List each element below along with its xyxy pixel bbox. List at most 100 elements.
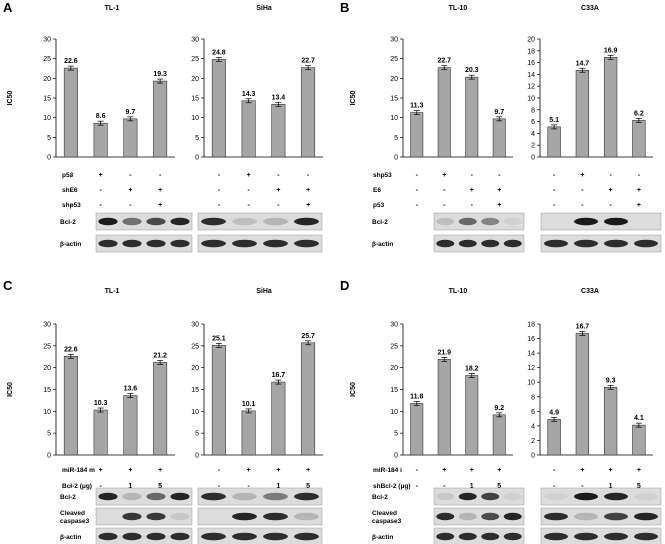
data-label: 6.2 (634, 110, 644, 117)
y-tick-label: 0 (531, 453, 535, 460)
condition-mark: - (471, 202, 474, 209)
blot-band (201, 532, 226, 541)
condition-label: p53 (62, 172, 74, 179)
condition-mark: - (581, 483, 584, 490)
blot-band (294, 512, 319, 521)
blot-band (544, 512, 568, 521)
blot-band (146, 492, 166, 501)
blot-band (232, 239, 257, 248)
data-label: 13.6 (124, 386, 138, 393)
bar (301, 67, 316, 158)
blot-strip (95, 487, 193, 506)
condition-mark: - (218, 202, 221, 209)
blot-band (544, 532, 568, 541)
condition-label: shE6 (62, 187, 78, 194)
blot-label: β-actin (60, 534, 81, 541)
data-label: 20.3 (465, 67, 479, 74)
blot-band (98, 217, 118, 226)
blot-band (503, 492, 522, 501)
condition-mark: - (553, 187, 556, 194)
panel-a: A TL-1 0 5 10 15 20 25 30 IC50 22.6 8.6 9.7 19.3 - + - - -… (3, 0, 323, 253)
condition-mark: + (442, 467, 446, 474)
bar (547, 419, 561, 456)
data-label: 22.6 (64, 346, 78, 353)
y-tick-label: 10 (43, 115, 51, 122)
blot-band (634, 492, 658, 501)
chart-title: TL-10 (449, 288, 468, 295)
blot-band (503, 239, 522, 248)
y-tick-label: 20 (390, 76, 398, 83)
condition-label: miR-184 m (62, 467, 95, 474)
y-axis-label: IC50 (7, 91, 14, 106)
bar (123, 395, 138, 456)
condition-mark: + (497, 202, 501, 209)
y-tick-label: 20 (191, 365, 199, 372)
y-tick-label: 6 (531, 119, 535, 126)
condition-mark: + (637, 467, 641, 474)
blot-band (294, 239, 319, 248)
bar (410, 403, 424, 456)
blot-strip (95, 234, 193, 253)
y-tick-label: 0 (394, 453, 398, 460)
bar (410, 112, 424, 158)
blot-label: β-actin (60, 241, 81, 248)
condition-mark: 1 (609, 483, 613, 490)
blot-band (574, 492, 598, 501)
blot-band (170, 217, 190, 226)
y-tick-label: 25 (390, 343, 398, 350)
blot-band (294, 217, 319, 226)
condition-mark: + (247, 467, 251, 474)
blot-strip (540, 527, 662, 544)
bar (153, 362, 168, 456)
data-label: 13.4 (272, 94, 286, 101)
y-tick-label: 20 (390, 365, 398, 372)
condition-mark: - (70, 467, 73, 474)
blot-band (503, 532, 522, 541)
condition-mark: - (416, 467, 419, 474)
condition-mark: - (416, 172, 419, 179)
y-tick-label: 30 (43, 322, 51, 329)
y-tick-label: 20 (191, 76, 199, 83)
bar (63, 356, 78, 456)
condition-mark: - (581, 202, 584, 209)
y-tick-label: 10 (390, 409, 398, 416)
blot-band (436, 532, 455, 541)
blot-band (604, 239, 628, 248)
y-tick-label: 25 (191, 343, 199, 350)
condition-mark: - (553, 467, 556, 474)
y-tick-label: 2 (531, 438, 535, 445)
y-tick-label: 20 (43, 76, 51, 83)
blot-band (146, 239, 166, 248)
bar (123, 118, 138, 158)
blot-band (170, 492, 190, 501)
data-label: 14.3 (242, 91, 256, 98)
y-tick-label: 14 (527, 351, 535, 358)
condition-mark: - (609, 172, 612, 179)
y-tick-label: 0 (47, 453, 51, 460)
condition-mark: + (306, 202, 310, 209)
blot-band (458, 217, 477, 226)
condition-mark: - (70, 202, 73, 209)
y-tick-label: 5 (47, 431, 51, 438)
condition-mark: - (218, 187, 221, 194)
blot-label-line: caspase3 (60, 518, 90, 525)
y-tick-label: 2 (531, 143, 535, 150)
condition-mark: 1 (128, 483, 132, 490)
blot-strip (197, 234, 323, 253)
y-tick-label: 20 (43, 365, 51, 372)
condition-mark: + (128, 467, 132, 474)
condition-label: shp53 (62, 202, 81, 209)
data-label: 9.2 (494, 405, 504, 412)
condition-mark: + (580, 172, 584, 179)
blot-strip (197, 507, 323, 526)
blot-label: β-actin (372, 241, 393, 248)
blot-band (481, 492, 500, 501)
bar (547, 126, 561, 158)
blot-band (436, 239, 455, 248)
blot-band (294, 492, 319, 501)
condition-mark: - (609, 202, 612, 209)
blot-band (481, 512, 500, 521)
